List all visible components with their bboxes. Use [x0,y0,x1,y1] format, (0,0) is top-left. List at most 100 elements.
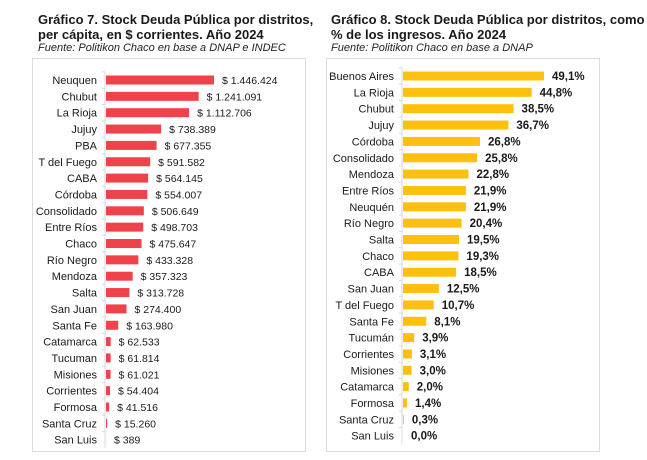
data-label: $ 554.007 [155,189,202,201]
category-label: Tucumán [349,333,394,345]
data-label: $ 357.323 [141,271,188,283]
bar [106,386,111,396]
data-label: $ 389 [114,435,140,447]
data-label: $ 15.260 [115,418,156,430]
category-label: Catamarca [340,382,395,394]
bar [106,402,110,412]
category-label: Catamarca [43,337,98,349]
data-label: 3,9% [422,333,448,345]
bar [106,75,214,85]
category-label: Jujuy [368,120,394,132]
category-label: Salta [72,288,98,300]
category-label: Río Negro [344,218,394,230]
bar [403,235,459,244]
bar [106,140,157,150]
bar [106,157,151,167]
chart7-title-line-1: Gráfico 7. Stock Deuda Pública por distr… [38,12,314,27]
category-label: Córdoba [55,189,98,201]
data-label: 18,5% [464,267,497,279]
bar [403,136,480,146]
data-label: $ 738.389 [169,124,216,136]
category-label: Formosa [54,402,98,414]
category-label: San Juan [51,304,97,316]
category-label: Santa Cruz [42,418,97,430]
category-label: La Rioja [354,87,395,99]
data-label: $ 591.582 [158,157,205,169]
data-label: 36,7% [516,120,549,132]
category-label: Mendoza [349,169,395,181]
bar [403,251,459,261]
category-label: Chaco [362,251,394,263]
category-label: Consolidado [333,153,394,165]
data-label: $ 1.112.706 [197,108,252,120]
data-label: $ 498.703 [151,222,198,234]
data-label: 8,1% [434,316,460,328]
data-label: 12,5% [447,284,480,296]
category-label: San Luis [54,435,97,447]
category-label: Misiones [351,365,395,377]
category-label: Jujuy [71,124,97,136]
bar [403,267,457,277]
category-label: Santa Fe [52,320,97,332]
chart8-svg: Buenos Aires 49,1% La Rioja 44,8% Chubut 38,5… [329,67,585,444]
bar [403,169,469,179]
category-label: Formosa [351,398,395,410]
category-label: Santa Cruz [339,414,394,426]
data-label: 22,8% [476,169,509,181]
data-label: 38,5% [522,104,555,116]
bar [106,369,111,379]
bar [403,349,412,359]
data-label: $ 313.728 [137,288,184,300]
bar [403,218,462,228]
data-label: $ 564.145 [156,173,203,185]
chart7-title-line-2: per cápita, en $ corrientes. Año 2024 [38,27,264,42]
chart7-title: Gráfico 7. Stock Deuda Pública por distr… [38,12,313,42]
chart7-frame: Neuquen $ 1.446.424 Chubut $ 1.241.091 La Ri… [32,58,306,452]
data-label: $ 54.404 [118,386,159,398]
category-label: Misiones [54,369,98,381]
bar [106,173,149,183]
bar [106,255,139,265]
category-label: Chubut [359,104,394,116]
bar [403,153,478,163]
category-label: Entre Ríos [45,222,97,234]
bar [403,333,415,343]
data-label: $ 677.355 [165,140,212,152]
category-label: San Luis [351,431,394,443]
data-label: 44,8% [540,87,573,99]
data-label: $ 62.533 [119,337,160,349]
data-label: $ 1.241.091 [207,91,263,103]
data-label: 0,3% [412,414,438,426]
data-label: 2,0% [417,382,443,394]
category-label: La Rioja [57,108,98,120]
category-label: T del Fuego [38,157,97,169]
bar [106,189,148,199]
data-label: 3,1% [420,349,446,361]
bar [106,288,130,298]
bar [403,87,532,97]
bar [106,320,119,330]
data-label: 1,4% [415,398,441,410]
bar [106,353,111,363]
data-label: $ 475.647 [150,239,197,251]
category-label: Buenos Aires [329,71,394,83]
data-label: $ 61.814 [119,353,160,365]
category-label: Chaco [65,239,97,251]
data-label: 26,8% [488,136,521,148]
data-label: 25,8% [485,153,518,165]
bar [106,222,144,232]
bar [106,108,190,118]
category-label: Corrientes [343,349,394,361]
category-label: CABA [67,173,98,185]
bar [106,271,133,281]
data-label: $ 41.516 [117,402,158,414]
bar [403,71,544,81]
category-label: Chubut [62,91,97,103]
bar [106,337,111,347]
chart8-title-line-1: Gráfico 8. Stock Deuda Pública por distr… [331,12,645,27]
chart8-source: Fuente: Politikon Chaco en base a DNAP [331,42,533,54]
category-label: Tucuman [52,353,97,365]
category-label: Neuquen [52,75,97,87]
bar [403,316,427,326]
data-label: $ 1.446.424 [222,75,278,87]
